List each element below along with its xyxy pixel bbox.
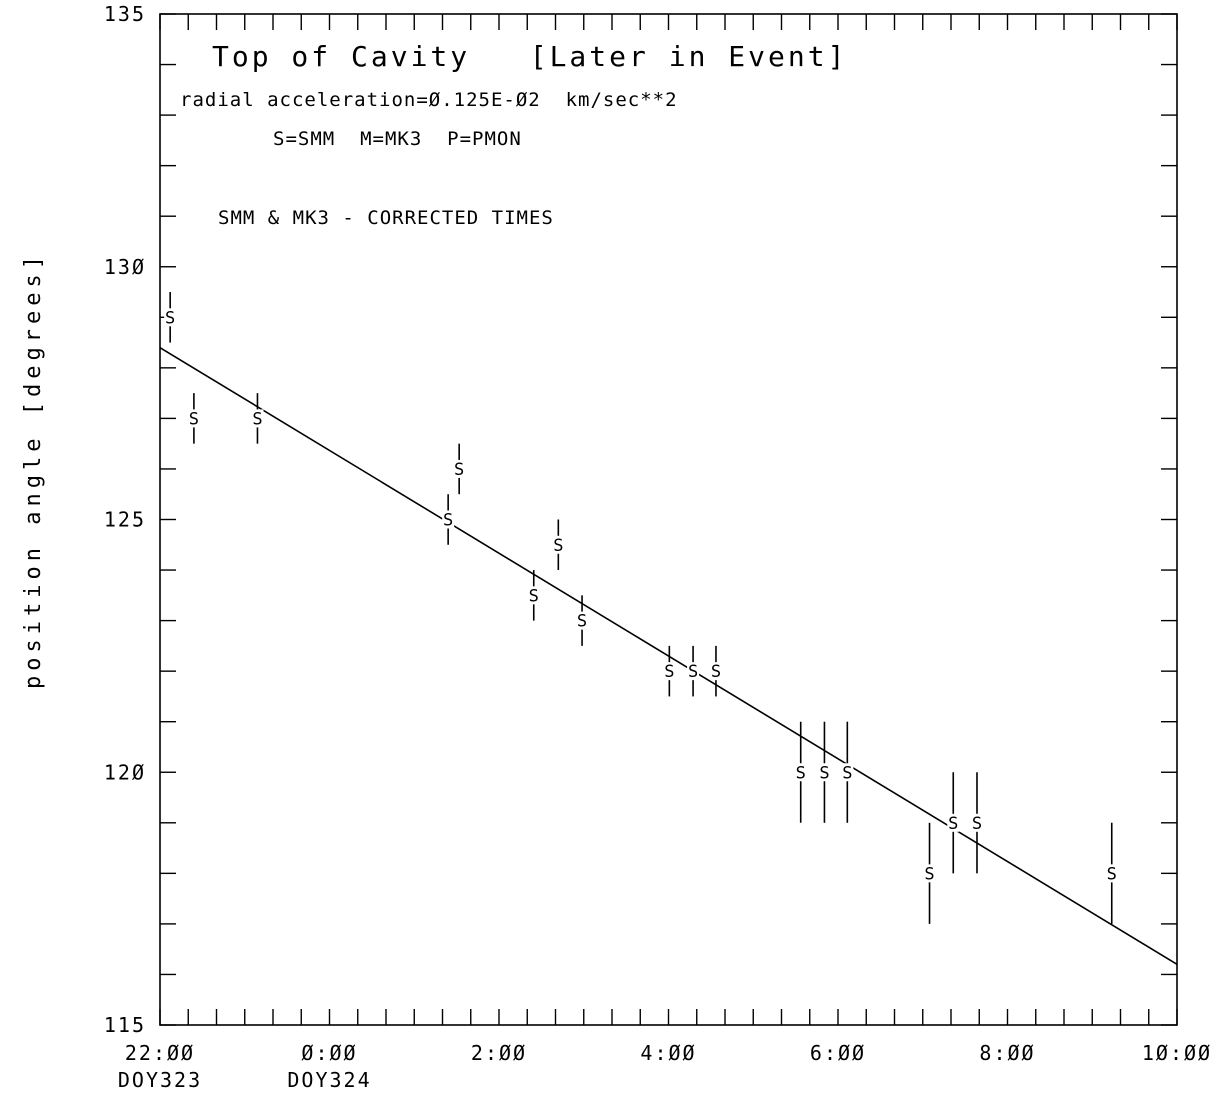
marker-background [970, 813, 983, 832]
data-point: S [709, 645, 722, 697]
annotation-legend: S=SMM M=MK3 P=PMON [273, 128, 522, 150]
marker-background [923, 864, 936, 883]
x-tick-label: 4:ØØ [640, 1041, 696, 1065]
marker-background [841, 763, 854, 782]
point-marker: S [796, 763, 806, 783]
x-tick-label: 8:ØØ [979, 1041, 1035, 1065]
annotation-corrected-times: SMM & MK3 - CORRECTED TIMES [218, 207, 554, 229]
fit-line-group [159, 346, 1178, 966]
marker-background [527, 586, 540, 605]
marker-background [552, 535, 565, 554]
y-tick-label: 115 [104, 1013, 146, 1037]
plot-frame [159, 13, 1178, 1026]
point-marker: S [443, 511, 453, 531]
x-tick-sublabel: DOY324 [287, 1068, 371, 1092]
marker-background [453, 459, 466, 478]
data-point: S [527, 570, 540, 621]
x-tick-label: 22:ØØ [125, 1041, 195, 1065]
y-axis-label: position angle [degrees] [21, 251, 46, 689]
x-tick-sublabel: DOY323 [118, 1068, 202, 1092]
point-marker: S [664, 662, 674, 682]
y-tick-label: 13Ø [104, 255, 146, 279]
data-point: S [970, 772, 983, 874]
marker-background [164, 308, 177, 327]
data-point: S [663, 645, 676, 697]
x-tick-label: 6:ØØ [810, 1041, 866, 1065]
point-marker: S [819, 763, 829, 783]
y-tick-label: 125 [104, 508, 146, 532]
data-point: S [251, 393, 264, 444]
point-marker: S [553, 536, 563, 556]
data-point: S [442, 494, 455, 545]
marker-background [442, 510, 455, 529]
point-marker: S [948, 814, 958, 834]
data-point: S [923, 822, 936, 924]
data-point: S [187, 393, 200, 444]
marker-background [1105, 864, 1118, 883]
y-tick-label: 12Ø [104, 760, 146, 784]
data-point: S [164, 292, 177, 343]
x-tick-label: 2:ØØ [471, 1041, 527, 1065]
x-tick-label: Ø:ØØ [301, 1041, 357, 1065]
data-point: S [818, 721, 831, 823]
point-marker: S [577, 612, 587, 632]
point-marker: S [711, 662, 721, 682]
y-tick-label: 135 [104, 2, 146, 26]
marker-background [947, 813, 960, 832]
data-point: S [453, 443, 466, 495]
point-marker: S [252, 409, 262, 429]
marker-background [687, 662, 700, 681]
point-marker: S [165, 308, 175, 328]
point-marker: S [1107, 864, 1117, 884]
point-marker: S [842, 763, 852, 783]
marker-background [663, 662, 676, 681]
point-marker: S [529, 586, 539, 606]
data-point: S [794, 721, 807, 823]
point-marker: S [688, 662, 698, 682]
marker-background [818, 763, 831, 782]
marker-background [709, 662, 722, 681]
chart-title: Top of Cavity [Later in Event] [212, 40, 847, 73]
marker-background [576, 611, 589, 630]
point-marker: S [972, 814, 982, 834]
marker-background [251, 409, 264, 428]
axis-tick-labels: 22:ØØ DOY323 Ø:ØØ DOY324 2:ØØ 4:ØØ 6:ØØ 8:ØØ 1Ø:… [104, 2, 1212, 1092]
marker-background [794, 763, 807, 782]
point-marker: S [189, 409, 199, 429]
data-point: S [687, 645, 700, 697]
data-point: S [552, 519, 565, 571]
data-point: S [841, 721, 854, 823]
fit-line [159, 346, 1178, 966]
annotation-acceleration: radial acceleration=Ø.125E-Ø2 km/sec**2 [180, 89, 678, 111]
data-point: S [947, 772, 960, 874]
marker-background [187, 409, 200, 428]
x-tick-label: 1Ø:ØØ [1142, 1041, 1212, 1065]
data-point: S [1105, 822, 1118, 924]
point-marker: S [454, 460, 464, 480]
point-marker: S [924, 864, 934, 884]
data-point: S [576, 595, 589, 646]
